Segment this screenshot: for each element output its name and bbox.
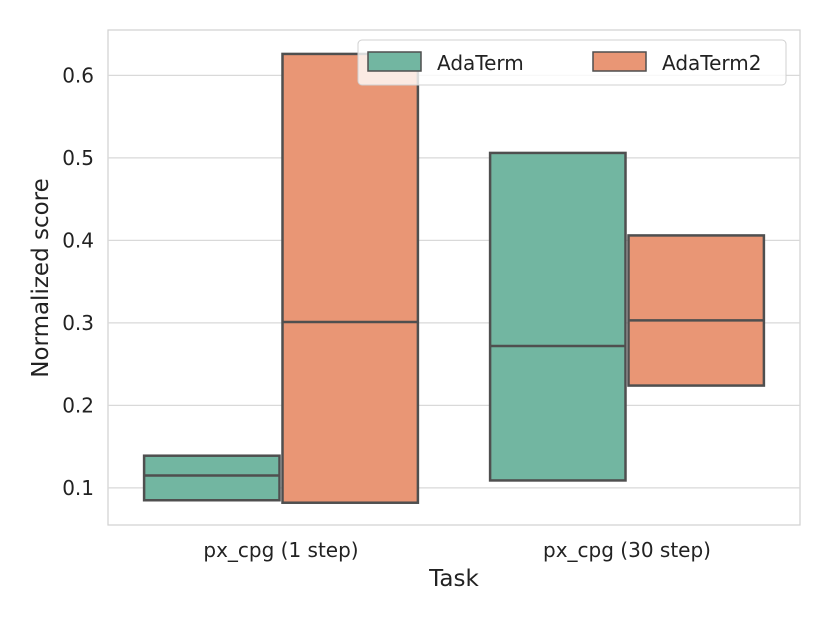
legend: AdaTerm AdaTerm2 bbox=[357, 39, 787, 86]
y-tick-label: 0.2 bbox=[62, 393, 94, 417]
legend-frame bbox=[357, 39, 787, 86]
x-axis-label: Task bbox=[428, 566, 479, 592]
y-axis-label: Normalized score bbox=[28, 178, 54, 378]
legend-swatch-adaterm2 bbox=[592, 51, 647, 72]
box-adaterm2-1 bbox=[627, 234, 766, 387]
y-tick-labels: 0.1 0.2 0.3 0.4 0.5 0.6 bbox=[62, 63, 94, 500]
y-tick-label: 0.3 bbox=[62, 311, 94, 335]
x-tick-label: px_cpg (1 step) bbox=[203, 538, 358, 562]
legend-label-adaterm2: AdaTerm2 bbox=[662, 51, 761, 75]
x-tick-label: px_cpg (30 step) bbox=[543, 538, 711, 562]
x-tick-labels: px_cpg (1 step) px_cpg (30 step) bbox=[203, 538, 711, 562]
y-tick-label: 0.5 bbox=[62, 146, 94, 170]
box-adaterm2-0 bbox=[281, 52, 420, 504]
y-tick-label: 0.1 bbox=[62, 476, 94, 500]
box-adaterm-1 bbox=[488, 151, 627, 482]
legend-label-adaterm: AdaTerm bbox=[437, 51, 524, 75]
legend-swatch-adaterm bbox=[367, 51, 422, 72]
y-tick-label: 0.4 bbox=[62, 228, 94, 252]
y-tick-label: 0.6 bbox=[62, 63, 94, 87]
boxes bbox=[142, 52, 766, 504]
box-adaterm-0 bbox=[142, 454, 281, 502]
